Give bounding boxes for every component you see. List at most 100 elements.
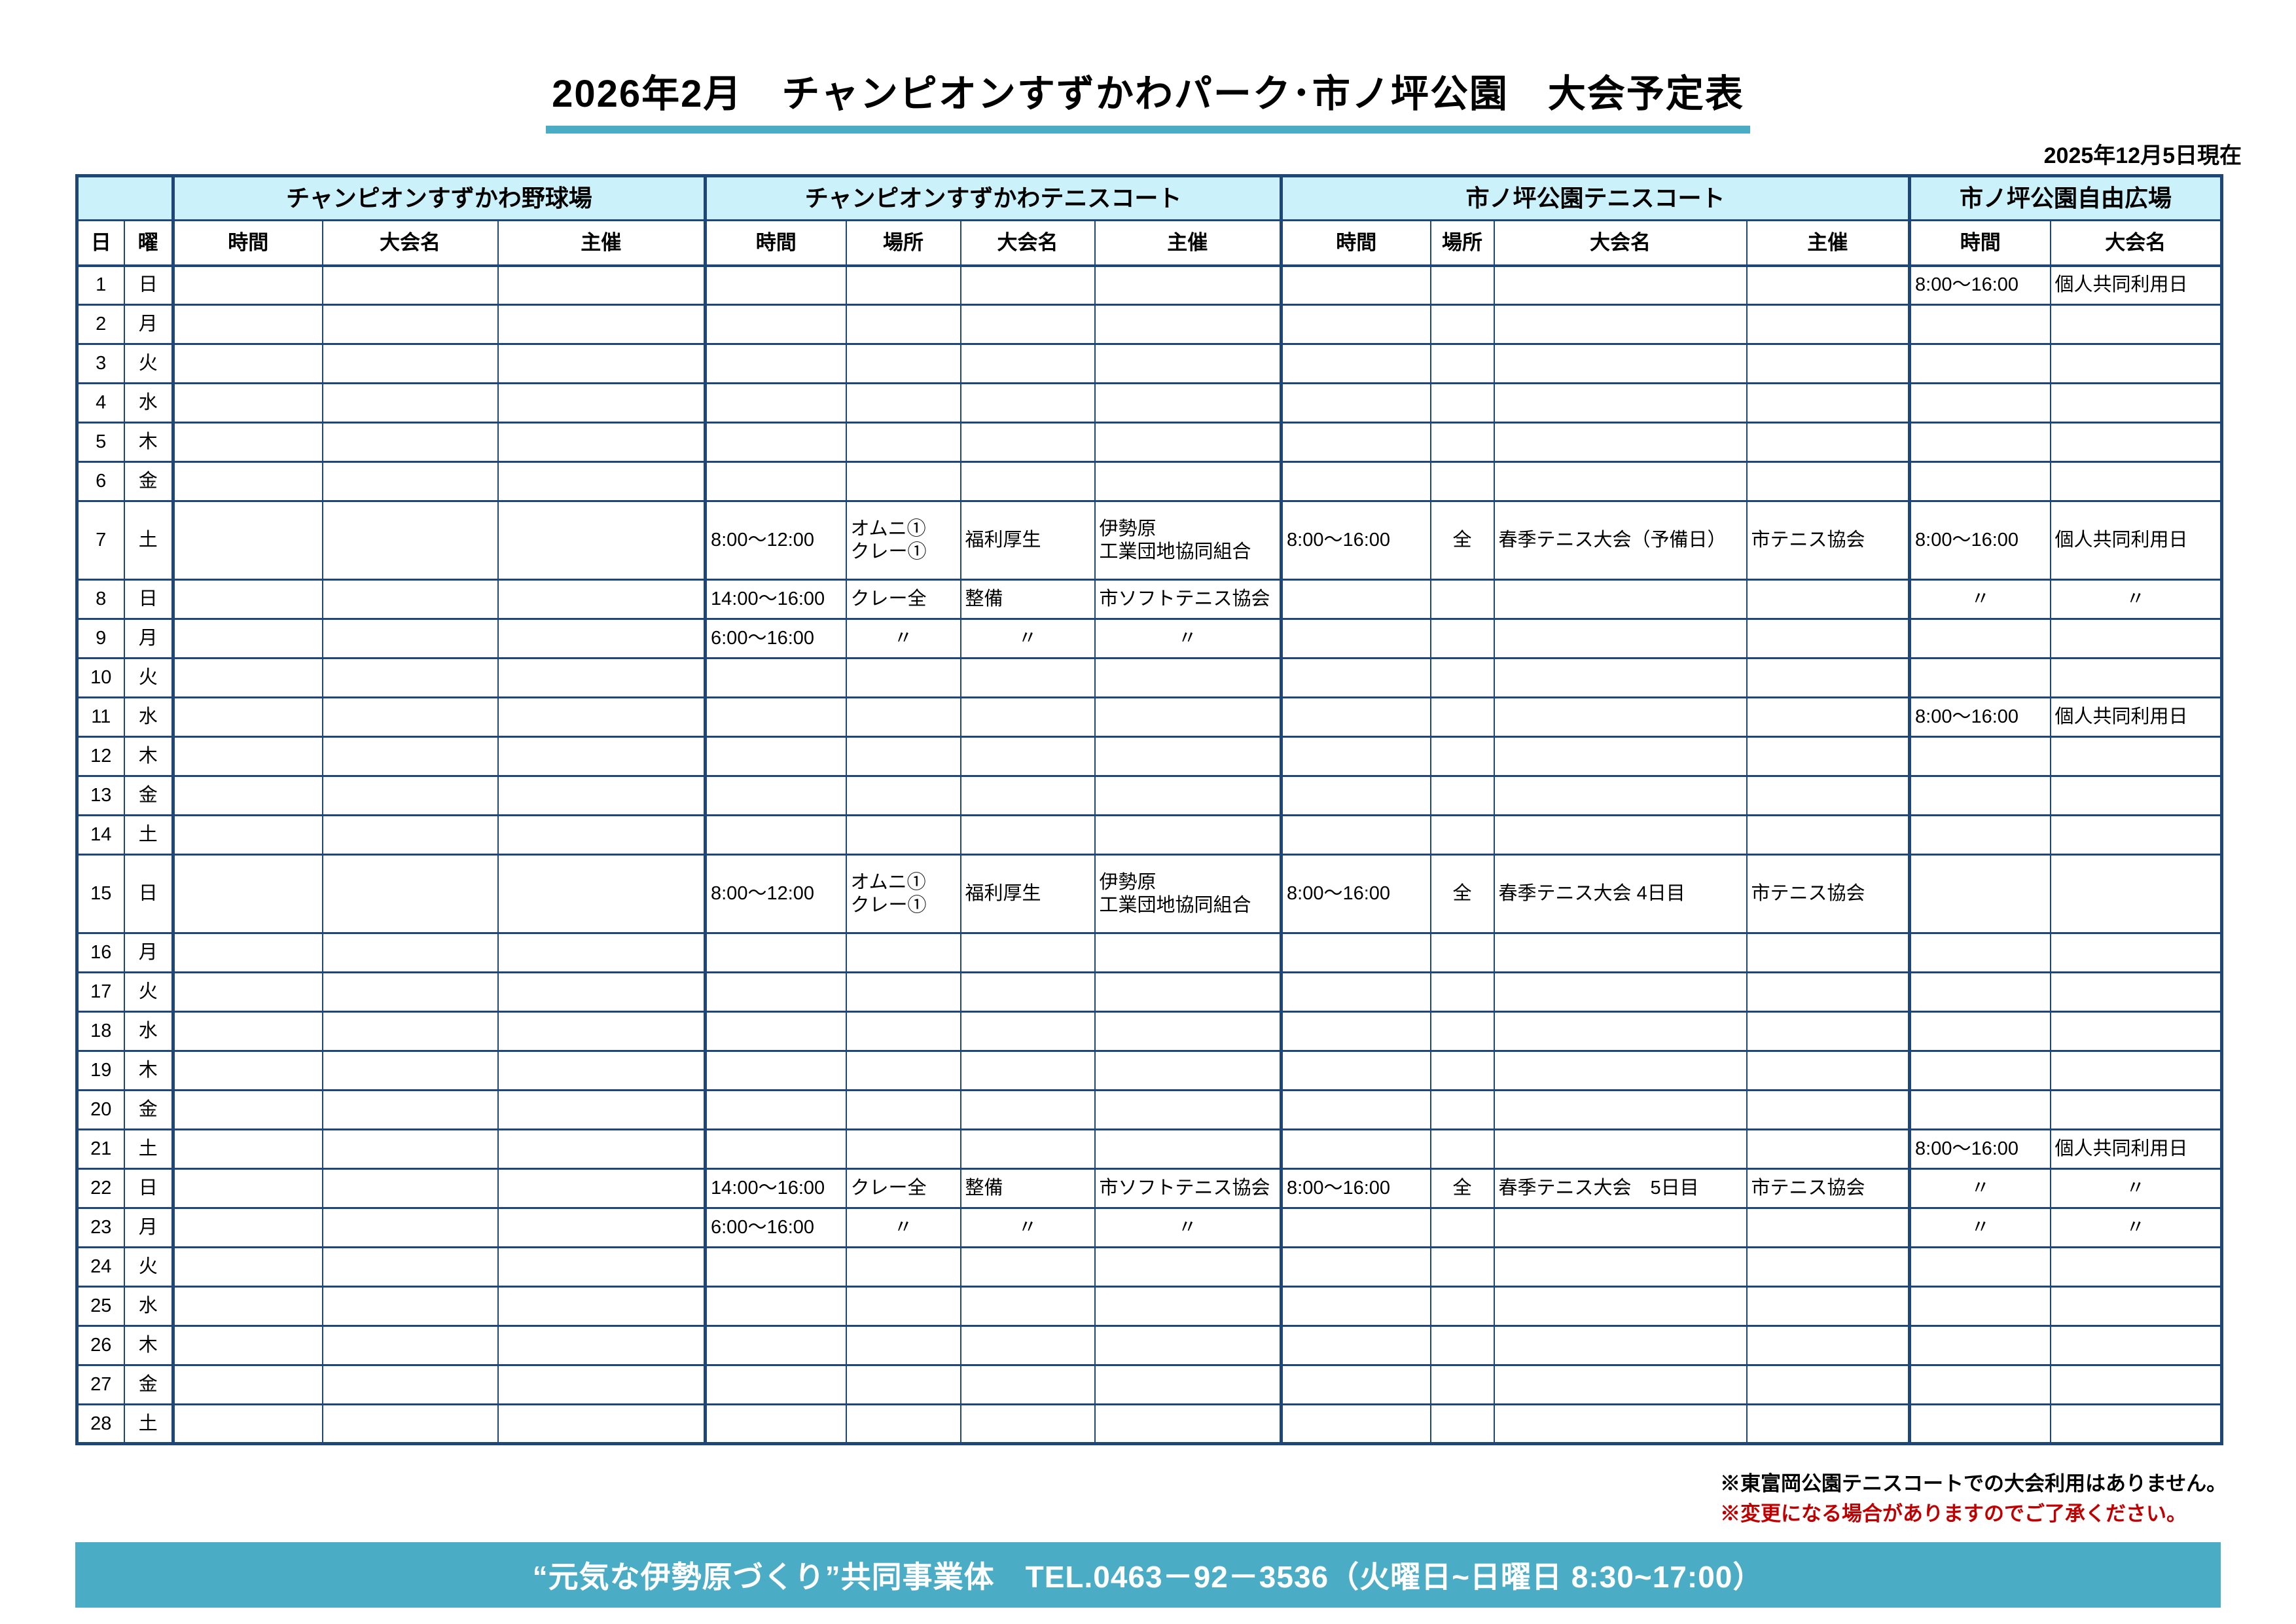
day-row-11: 11 水 8:00～16:00 個人共同利用日	[76, 696, 2223, 738]
cell-s-time-day24	[704, 1246, 847, 1288]
cell-s-place-day21	[845, 1128, 961, 1170]
cell-s-name-day11	[960, 696, 1096, 738]
cell-s-org-day8: 市ソフトテニス協会	[1094, 579, 1282, 620]
cell-b-org-day8	[497, 579, 706, 620]
cell-b-name-day17	[321, 971, 499, 1013]
cell-i-name-day28	[1493, 1403, 1748, 1445]
cell-i-org-day17	[1746, 971, 1910, 1013]
cell-i-name-day11	[1493, 696, 1748, 738]
day-row-7: 7 土 8:00～12:00 オムニ① クレー① 福利厚生 伊勢原 工業団地協同組合 8:0…	[76, 500, 2223, 581]
cell-i-place-day3	[1429, 343, 1495, 384]
cell-f-name-day24	[2049, 1246, 2223, 1288]
cell-i-name-day10	[1493, 657, 1748, 698]
day-row-19: 19 木	[76, 1050, 2223, 1091]
cell-i-name-day20	[1493, 1089, 1748, 1130]
cell-i-name-day8	[1493, 579, 1748, 620]
day-number: 21	[76, 1128, 125, 1170]
cell-i-place-day16	[1429, 932, 1495, 973]
day-row-16: 16 月	[76, 932, 2223, 973]
cell-s-name-day6	[960, 461, 1096, 502]
cell-i-place-day9	[1429, 618, 1495, 659]
cell-b-org-day10	[497, 657, 706, 698]
cell-s-time-day19	[704, 1050, 847, 1091]
cell-i-place-day8	[1429, 579, 1495, 620]
cell-s-name-day15: 福利厚生	[960, 854, 1096, 934]
day-number: 8	[76, 579, 125, 620]
cell-i-time-day9	[1280, 618, 1431, 659]
cell-s-org-day18	[1094, 1011, 1282, 1052]
cell-b-name-day20	[321, 1089, 499, 1130]
cell-b-name-day5	[321, 422, 499, 463]
cell-i-org-day12	[1746, 736, 1910, 777]
cell-s-time-day27	[704, 1364, 847, 1405]
cell-f-time-day12	[1908, 736, 2051, 777]
cell-i-place-day23	[1429, 1207, 1495, 1248]
cell-s-org-day5	[1094, 422, 1282, 463]
cell-b-org-day18	[497, 1011, 706, 1052]
cell-s-org-day1	[1094, 264, 1282, 306]
weekday: 火	[123, 343, 174, 384]
cell-b-name-day18	[321, 1011, 499, 1052]
cell-i-name-day27	[1493, 1364, 1748, 1405]
cell-s-time-day28	[704, 1403, 847, 1445]
cell-s-time-day2	[704, 304, 847, 345]
cell-s-org-day25	[1094, 1286, 1282, 1327]
cell-s-place-day5	[845, 422, 961, 463]
cell-i-time-day21	[1280, 1128, 1431, 1170]
cell-b-time-day15	[171, 854, 323, 934]
cell-s-place-day9: 〃	[845, 618, 961, 659]
cell-i-place-day11	[1429, 696, 1495, 738]
cell-i-name-day13	[1493, 775, 1748, 816]
cell-f-name-day10	[2049, 657, 2223, 698]
cell-b-org-day11	[497, 696, 706, 738]
cell-i-time-day12	[1280, 736, 1431, 777]
cell-f-name-day9	[2049, 618, 2223, 659]
cell-b-time-day25	[171, 1286, 323, 1327]
cell-i-name-day18	[1493, 1011, 1748, 1052]
day-row-17: 17 火	[76, 971, 2223, 1013]
cell-f-time-day7: 8:00～16:00	[1908, 500, 2051, 581]
cell-i-name-day14	[1493, 814, 1748, 856]
cell-s-name-day12	[960, 736, 1096, 777]
footnote-no-tournament: ※東富岡公園テニスコートでの大会利用はありません。	[1720, 1472, 2227, 1495]
cell-f-name-day22: 〃	[2049, 1168, 2223, 1209]
cell-b-name-day24	[321, 1246, 499, 1288]
cell-b-time-day26	[171, 1325, 323, 1366]
cell-i-org-day24	[1746, 1246, 1910, 1288]
cell-i-place-day20	[1429, 1089, 1495, 1130]
cell-s-place-day12	[845, 736, 961, 777]
col-header-0-0: 時間	[171, 219, 323, 267]
cell-i-place-day28	[1429, 1403, 1495, 1445]
day-number: 24	[76, 1246, 125, 1288]
cell-b-org-day5	[497, 422, 706, 463]
weekday: 火	[123, 657, 174, 698]
cell-i-time-day25	[1280, 1286, 1431, 1327]
cell-f-time-day2	[1908, 304, 2051, 345]
cell-s-name-day2	[960, 304, 1096, 345]
cell-i-place-day10	[1429, 657, 1495, 698]
day-number: 7	[76, 500, 125, 581]
cell-s-time-day8: 14:00～16:00	[704, 579, 847, 620]
cell-b-name-day10	[321, 657, 499, 698]
day-number: 3	[76, 343, 125, 384]
cell-i-time-day27	[1280, 1364, 1431, 1405]
footer-contact-bar: “元気な伊勢原づくり”共同事業体 TEL.0463－92－3536（火曜日~日曜…	[75, 1542, 2221, 1608]
cell-i-place-day12	[1429, 736, 1495, 777]
cell-f-time-day23: 〃	[1908, 1207, 2051, 1248]
cell-i-org-day7: 市テニス協会	[1746, 500, 1910, 581]
cell-i-time-day14	[1280, 814, 1431, 856]
day-row-18: 18 水	[76, 1011, 2223, 1052]
cell-i-name-day21	[1493, 1128, 1748, 1170]
col-header-1-2: 大会名	[960, 219, 1096, 267]
cell-s-time-day18	[704, 1011, 847, 1052]
col-header-1-0: 時間	[704, 219, 847, 267]
cell-b-name-day2	[321, 304, 499, 345]
cell-s-org-day12	[1094, 736, 1282, 777]
cell-i-place-day17	[1429, 971, 1495, 1013]
weekday: 日	[123, 579, 174, 620]
cell-f-time-day9	[1908, 618, 2051, 659]
cell-f-name-day7: 個人共同利用日	[2049, 500, 2223, 581]
cell-f-name-day20	[2049, 1089, 2223, 1130]
cell-s-place-day1	[845, 264, 961, 306]
cell-i-place-day24	[1429, 1246, 1495, 1288]
